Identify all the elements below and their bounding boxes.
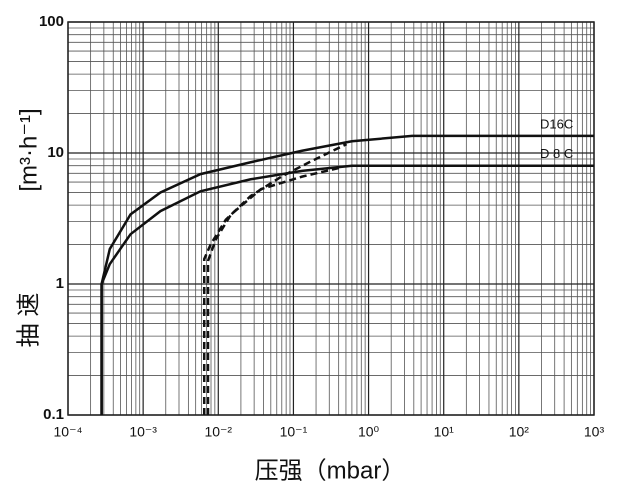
x-tick-label: 10³ xyxy=(584,424,605,440)
y-tick-label: 0.1 xyxy=(43,406,64,423)
x-axis-label: 压强（mbar） xyxy=(255,457,406,484)
y-axis-label: [m³·h⁻¹] xyxy=(15,108,42,191)
series-label: D16C xyxy=(540,116,573,131)
y-tick-label: 1 xyxy=(56,275,64,292)
x-tick-label: 10⁻³ xyxy=(129,424,157,440)
series-line xyxy=(100,134,594,415)
x-tick-label: 10² xyxy=(509,424,530,440)
series-line xyxy=(100,164,594,415)
y-axis-label-cn: 抽 速 xyxy=(15,293,42,348)
plot-frame xyxy=(67,21,595,416)
x-tick-label: 10⁰ xyxy=(358,424,380,440)
y-tick-label: 10 xyxy=(47,144,64,161)
series-line xyxy=(206,165,343,415)
x-tick-label: 10⁻⁴ xyxy=(54,424,83,440)
x-tick-label: 10⁻² xyxy=(204,424,232,440)
x-tick-label: 10¹ xyxy=(434,424,455,440)
series-line xyxy=(202,142,348,415)
x-tick-label: 10⁻¹ xyxy=(280,424,308,440)
series-label: D 8 C xyxy=(540,146,573,161)
y-tick-label: 100 xyxy=(39,13,64,30)
